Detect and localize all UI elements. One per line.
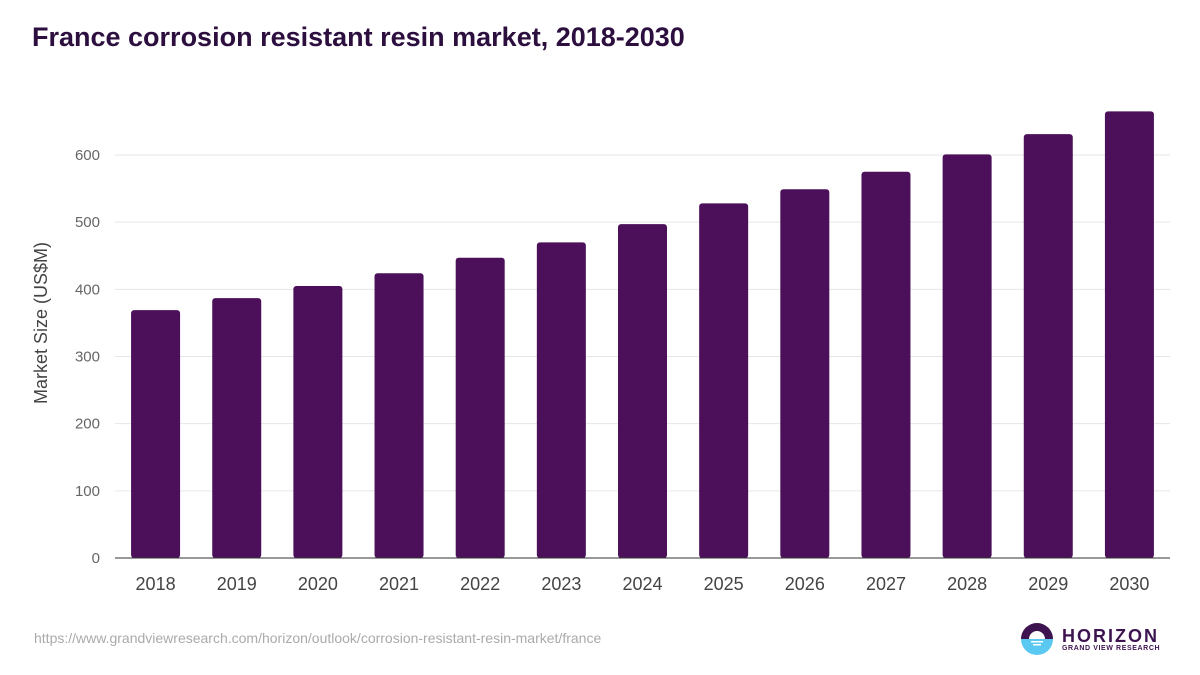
x-tick-label: 2021 <box>379 574 419 594</box>
y-tick-label: 600 <box>75 147 100 164</box>
logo-main-text: HORIZON <box>1062 625 1159 646</box>
x-tick-label: 2026 <box>785 574 825 594</box>
bar-2027 <box>861 171 911 558</box>
x-tick-label: 2019 <box>217 574 257 594</box>
y-tick-label: 200 <box>75 416 100 433</box>
bar-2021 <box>374 273 424 558</box>
bar-2029 <box>1023 134 1073 558</box>
x-tick-label: 2023 <box>541 574 581 594</box>
x-tick-label: 2029 <box>1028 574 1068 594</box>
bar-2022 <box>455 257 505 558</box>
y-tick-label: 500 <box>75 214 100 231</box>
logo-sub-text: GRAND VIEW RESEARCH <box>1062 644 1161 652</box>
bar-2024 <box>618 224 667 558</box>
x-tick-label: 2025 <box>704 574 744 594</box>
y-tick-label: 100 <box>75 483 100 500</box>
bar-2030 <box>1104 111 1154 558</box>
x-tick-label: 2027 <box>866 574 906 594</box>
bar-2026 <box>780 189 830 558</box>
bar-2020 <box>293 285 343 558</box>
x-tick-label: 2028 <box>947 574 987 594</box>
x-tick-label: 2024 <box>622 574 662 594</box>
horizon-logo: HORIZON GRAND VIEW RESEARCH <box>1020 622 1160 656</box>
x-tick-label: 2020 <box>298 574 338 594</box>
bar-2025 <box>699 203 749 559</box>
bar-2018 <box>131 310 181 558</box>
x-tick-label: 2022 <box>460 574 500 594</box>
chart-title: France corrosion resistant resin market,… <box>32 22 685 52</box>
y-tick-label: 400 <box>75 281 100 298</box>
x-tick-label: 2018 <box>136 574 176 594</box>
horizon-logo-icon <box>1021 623 1053 655</box>
bar-2019 <box>212 298 262 558</box>
y-tick-label: 0 <box>92 550 100 567</box>
bar-2028 <box>942 154 992 558</box>
y-axis-label: Market Size (US$M) <box>31 242 51 404</box>
y-tick-label: 300 <box>75 349 100 366</box>
bar-2023 <box>536 242 586 559</box>
source-url[interactable]: https://www.grandviewresearch.com/horizo… <box>34 630 602 646</box>
x-tick-label: 2030 <box>1109 574 1149 594</box>
